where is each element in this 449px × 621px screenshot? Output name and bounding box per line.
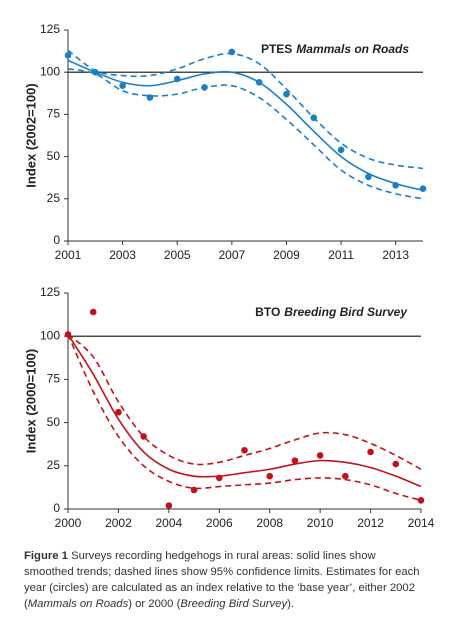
point <box>255 79 263 86</box>
point <box>201 84 208 91</box>
y-tick-label: 50 <box>47 149 61 163</box>
confidence-upper <box>67 333 422 470</box>
point <box>316 452 324 459</box>
point <box>419 185 427 192</box>
caption-text: ) or 2000 ( <box>128 598 181 610</box>
point <box>190 486 198 494</box>
caption-text: Breeding Bird Survey <box>180 598 288 610</box>
point <box>89 308 97 316</box>
point <box>173 75 181 83</box>
y-tick-label: 50 <box>47 415 61 429</box>
y-axis-label: Index (2000=100) <box>23 349 38 453</box>
caption-text: ). <box>287 598 294 610</box>
x-tick-label: 2004 <box>156 516 183 530</box>
x-tick-label: 2012 <box>357 516 384 530</box>
caption-text: Surveys recording hedgehogs in rural are… <box>24 550 420 610</box>
point <box>266 472 274 480</box>
title-text: PTES <box>261 42 292 56</box>
x-tick-label: 2000 <box>55 516 82 530</box>
x-tick-label: 2005 <box>164 248 191 262</box>
point <box>392 181 399 189</box>
confidence-upper <box>67 49 424 170</box>
point <box>417 497 425 504</box>
trend-line <box>67 334 422 488</box>
x-tick-label: 2009 <box>273 248 300 262</box>
point <box>165 502 173 509</box>
caption: Figure 1 Surveys recording hedgehogs in … <box>24 548 424 612</box>
y-tick-label: 100 <box>40 64 60 78</box>
confidence-lower <box>67 334 422 502</box>
point <box>140 433 147 440</box>
chart-title: BTO Breeding Bird Survey <box>255 305 408 319</box>
x-tick-label: 2008 <box>256 516 283 530</box>
x-tick-label: 2014 <box>408 516 435 530</box>
y-tick-label: 125 <box>40 285 60 299</box>
point <box>291 457 299 464</box>
trend-line <box>67 59 424 192</box>
y-tick-label: 125 <box>40 22 60 36</box>
x-tick-label: 2010 <box>307 516 334 530</box>
caption-label: Figure 1 <box>24 550 68 562</box>
point <box>337 146 345 154</box>
point <box>283 90 290 98</box>
x-tick-label: 2003 <box>109 248 136 262</box>
point <box>367 448 374 456</box>
point <box>392 460 400 468</box>
y-tick-label: 0 <box>53 501 60 515</box>
y-tick-label: 25 <box>47 458 61 472</box>
y-tick-label: 75 <box>47 372 61 386</box>
title-text: BTO <box>255 305 280 319</box>
charts: 0 25 50 75 100 125 2001 2003 2005 2007 2009 2011 201… <box>23 22 435 530</box>
title-text-italic: Breeding Bird Survey <box>284 305 408 319</box>
point <box>64 331 72 338</box>
x-tick-label: 2002 <box>105 516 132 530</box>
point <box>365 173 372 181</box>
point <box>241 446 248 454</box>
y-tick-label: 100 <box>40 328 60 342</box>
x-tick-label: 2001 <box>55 248 82 262</box>
x-tick-label: 2007 <box>218 248 245 262</box>
caption-text: Mammals on Roads <box>27 598 129 610</box>
x-tick-label: 2006 <box>206 516 233 530</box>
y-tick-label: 0 <box>53 233 60 247</box>
confidence-lower <box>67 68 424 200</box>
point <box>64 52 72 59</box>
point <box>92 68 99 76</box>
y-tick-label: 75 <box>47 107 61 121</box>
point <box>115 408 122 416</box>
x-tick-label: 2011 <box>328 248 354 262</box>
y-tick-label: 25 <box>47 191 61 205</box>
point <box>215 474 223 482</box>
y-axis-label: Index (2002=100) <box>23 83 38 187</box>
chart-title: PTES Mammals on Roads <box>261 42 409 56</box>
point <box>119 82 126 90</box>
point <box>310 114 318 122</box>
point <box>342 472 349 480</box>
point <box>146 94 154 101</box>
title-text-italic: Mammals on Roads <box>296 42 409 56</box>
point <box>228 48 236 56</box>
x-tick-label: 2013 <box>382 248 409 262</box>
